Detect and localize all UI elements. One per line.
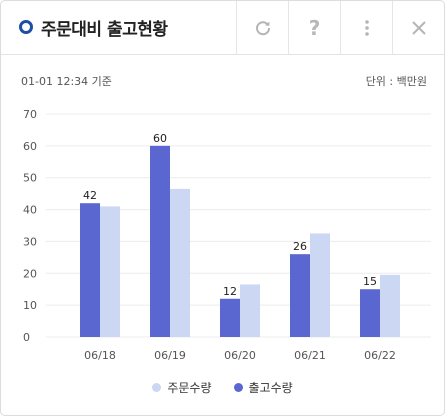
legend-label-shipment: 출고수량 bbox=[248, 381, 293, 395]
x-tick-label: 06/18 bbox=[84, 349, 116, 362]
bar-shipment bbox=[220, 298, 240, 337]
bar-shipment bbox=[360, 289, 380, 337]
y-tick-label: 40 bbox=[23, 204, 37, 217]
x-tick-label: 06/19 bbox=[154, 349, 186, 362]
legend-item-shipment[interactable]: 출고수량 bbox=[233, 379, 293, 396]
widget-header: 주문대비 출고현황 ? bbox=[1, 1, 444, 55]
data-label: 42 bbox=[83, 189, 97, 202]
legend-dot-shipment bbox=[233, 383, 243, 392]
bar-chart: 0 10 20 30 40 50 60 70 42 06/18 60 06/19 12 06/20 26 06… bbox=[23, 108, 431, 362]
y-tick-label: 20 bbox=[23, 267, 37, 280]
bar-shipment bbox=[290, 254, 310, 337]
title-bullet-icon bbox=[19, 20, 33, 34]
x-tick-label: 06/21 bbox=[294, 349, 326, 362]
bar-order bbox=[380, 274, 400, 337]
refresh-icon bbox=[255, 20, 270, 35]
legend-item-order[interactable]: 주문수량 bbox=[152, 379, 212, 396]
bar-order bbox=[170, 188, 190, 337]
legend-label-order: 주문수량 bbox=[167, 381, 212, 395]
y-tick-label: 0 bbox=[23, 331, 30, 344]
y-tick-label: 50 bbox=[23, 172, 37, 185]
data-label: 60 bbox=[153, 132, 167, 145]
y-tick-label: 70 bbox=[23, 108, 37, 121]
data-label: 26 bbox=[293, 240, 307, 253]
x-tick-label: 06/20 bbox=[224, 349, 256, 362]
y-tick-label: 30 bbox=[23, 235, 37, 248]
close-button[interactable] bbox=[392, 1, 444, 54]
y-tick-label: 10 bbox=[23, 299, 37, 312]
help-icon: ? bbox=[308, 15, 321, 40]
more-button[interactable] bbox=[340, 1, 392, 54]
bar-order bbox=[310, 233, 330, 337]
bar-shipment bbox=[150, 145, 170, 337]
x-tick-label: 06/22 bbox=[364, 349, 396, 362]
data-label: 12 bbox=[223, 285, 237, 298]
more-vertical-icon bbox=[364, 19, 369, 36]
y-tick-label: 60 bbox=[23, 140, 37, 153]
close-icon bbox=[411, 20, 426, 35]
bar-order bbox=[100, 206, 120, 337]
help-button[interactable]: ? bbox=[288, 1, 340, 54]
legend-dot-order bbox=[152, 383, 162, 392]
timestamp: 01-01 12:34 기준 bbox=[21, 75, 112, 88]
widget-title: 주문대비 출고현황 bbox=[41, 20, 168, 40]
bar-order bbox=[240, 284, 260, 337]
data-label: 15 bbox=[363, 275, 377, 288]
unit-label: 단위 : 백만원 bbox=[365, 75, 427, 88]
refresh-button[interactable] bbox=[236, 1, 288, 54]
chart-legend: 주문수량 출고수량 bbox=[1, 379, 444, 396]
bar-shipment bbox=[80, 203, 100, 337]
